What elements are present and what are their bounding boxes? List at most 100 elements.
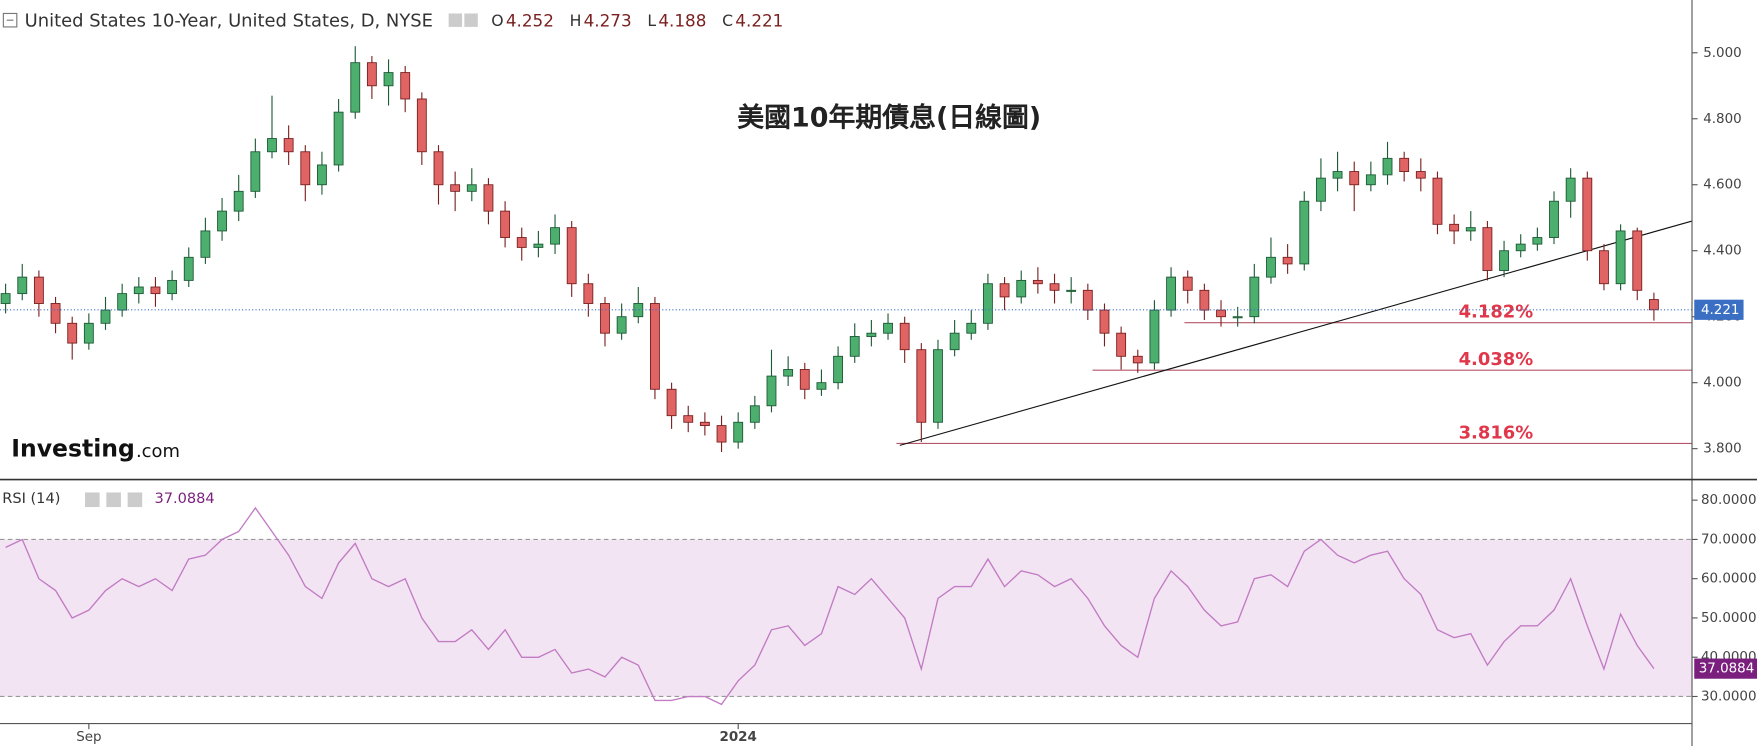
rsi-name: RSI (14) bbox=[2, 490, 60, 507]
y-tick-label: 3.800 bbox=[1703, 442, 1741, 457]
rsi-icon bbox=[106, 492, 121, 508]
candle-body bbox=[1349, 171, 1360, 186]
candle-body bbox=[0, 293, 11, 304]
chart-title: 美國10年期債息(日線圖) bbox=[737, 101, 1041, 133]
candle-body bbox=[1399, 157, 1410, 172]
candle-body bbox=[883, 322, 893, 334]
candle-body bbox=[1016, 279, 1027, 298]
candle-body bbox=[733, 421, 744, 443]
candle-body bbox=[483, 184, 494, 212]
candle-body bbox=[100, 309, 111, 324]
candle-body bbox=[1082, 289, 1093, 311]
candle-body bbox=[1132, 355, 1143, 364]
settings-icon bbox=[448, 13, 463, 27]
candle-body bbox=[1299, 200, 1310, 265]
ohlc-label: O bbox=[491, 11, 503, 30]
candle-body bbox=[849, 336, 860, 357]
candle-body bbox=[633, 303, 644, 318]
y-tick-label: 4.800 bbox=[1703, 112, 1741, 127]
candle-body bbox=[1499, 250, 1509, 271]
candle-body bbox=[1066, 289, 1077, 292]
candle-body bbox=[766, 375, 777, 407]
candle-body bbox=[1232, 316, 1243, 319]
candle-body bbox=[366, 62, 377, 87]
collapse-icon[interactable] bbox=[2, 12, 18, 28]
logo-suffix: .com bbox=[136, 441, 180, 462]
candle-body bbox=[416, 98, 427, 153]
y-tick-label: 4.000 bbox=[1703, 376, 1741, 391]
candle-body bbox=[167, 279, 178, 295]
candle-body bbox=[1549, 200, 1559, 238]
candle-body bbox=[117, 293, 128, 311]
candle-body bbox=[866, 332, 877, 337]
candle-body bbox=[283, 138, 294, 153]
rsi-icon bbox=[127, 492, 143, 508]
ohlc-label: L bbox=[647, 11, 656, 30]
candle-body bbox=[516, 237, 527, 248]
candle-body bbox=[500, 210, 511, 238]
candle-body bbox=[400, 72, 411, 100]
candle-body bbox=[217, 210, 227, 232]
candle-body bbox=[1166, 276, 1177, 311]
trendline bbox=[899, 220, 1693, 446]
price-tag bbox=[1694, 299, 1744, 320]
ohlc-value: 4.188 bbox=[658, 10, 706, 30]
level-label: 4.182% bbox=[1459, 302, 1534, 323]
y-tick-label: 50.0000 bbox=[1701, 611, 1757, 626]
candle-body bbox=[1149, 309, 1160, 364]
candle-body bbox=[466, 184, 477, 192]
x-tick-label: 2024 bbox=[719, 730, 756, 745]
candle-body bbox=[267, 138, 277, 153]
candle-body bbox=[799, 369, 810, 390]
ohlc-value: 4.221 bbox=[735, 10, 783, 30]
rsi-icon bbox=[85, 492, 100, 508]
candle-body bbox=[1216, 309, 1226, 318]
candle-body bbox=[1432, 177, 1443, 225]
candle-body bbox=[1565, 177, 1576, 202]
x-tick-label: Sep bbox=[76, 730, 101, 745]
candle-body bbox=[200, 230, 211, 258]
candle-body bbox=[1599, 250, 1609, 285]
candle-body bbox=[1515, 243, 1526, 252]
candle-body bbox=[616, 316, 627, 334]
candle-body bbox=[966, 322, 977, 334]
candle-body bbox=[650, 303, 660, 390]
settings-icon bbox=[464, 13, 478, 27]
candle-body bbox=[250, 151, 261, 192]
rsi-line bbox=[5, 506, 1655, 706]
level-label: 3.816% bbox=[1459, 422, 1534, 443]
candle-body bbox=[716, 425, 727, 443]
candle-body bbox=[783, 369, 794, 377]
candle-body bbox=[1582, 177, 1593, 252]
candle-body bbox=[566, 227, 577, 285]
candle-body bbox=[949, 332, 960, 351]
candle-body bbox=[1282, 256, 1293, 265]
y-tick-label: 4.600 bbox=[1703, 178, 1741, 193]
y-tick-label: 80.0000 bbox=[1701, 493, 1757, 508]
y-tick-label: 30.0000 bbox=[1701, 689, 1757, 704]
y-tick-label: 5.000 bbox=[1703, 46, 1741, 61]
candle-body bbox=[67, 322, 78, 344]
candle-body bbox=[33, 276, 44, 304]
rsi-band-fill bbox=[0, 539, 1693, 697]
candle-body bbox=[300, 151, 311, 186]
candle-body bbox=[1266, 256, 1276, 278]
candle-body bbox=[1382, 157, 1393, 176]
candle-body bbox=[150, 286, 161, 295]
rsi-tag bbox=[1694, 658, 1757, 679]
candle-body bbox=[600, 303, 610, 334]
candle-body bbox=[1482, 227, 1493, 271]
candle-body bbox=[933, 349, 943, 423]
candle-body bbox=[1449, 223, 1460, 232]
candle-body bbox=[1315, 177, 1326, 202]
candle-body bbox=[550, 227, 560, 245]
y-tick-label: 4.400 bbox=[1703, 244, 1741, 259]
candle-body bbox=[433, 151, 444, 186]
candle-body bbox=[1465, 227, 1476, 232]
candle-body bbox=[83, 322, 94, 344]
candle-body bbox=[699, 421, 710, 427]
candle-body bbox=[450, 184, 461, 192]
candle-body bbox=[333, 111, 344, 166]
ohlc-label: C bbox=[722, 11, 733, 30]
